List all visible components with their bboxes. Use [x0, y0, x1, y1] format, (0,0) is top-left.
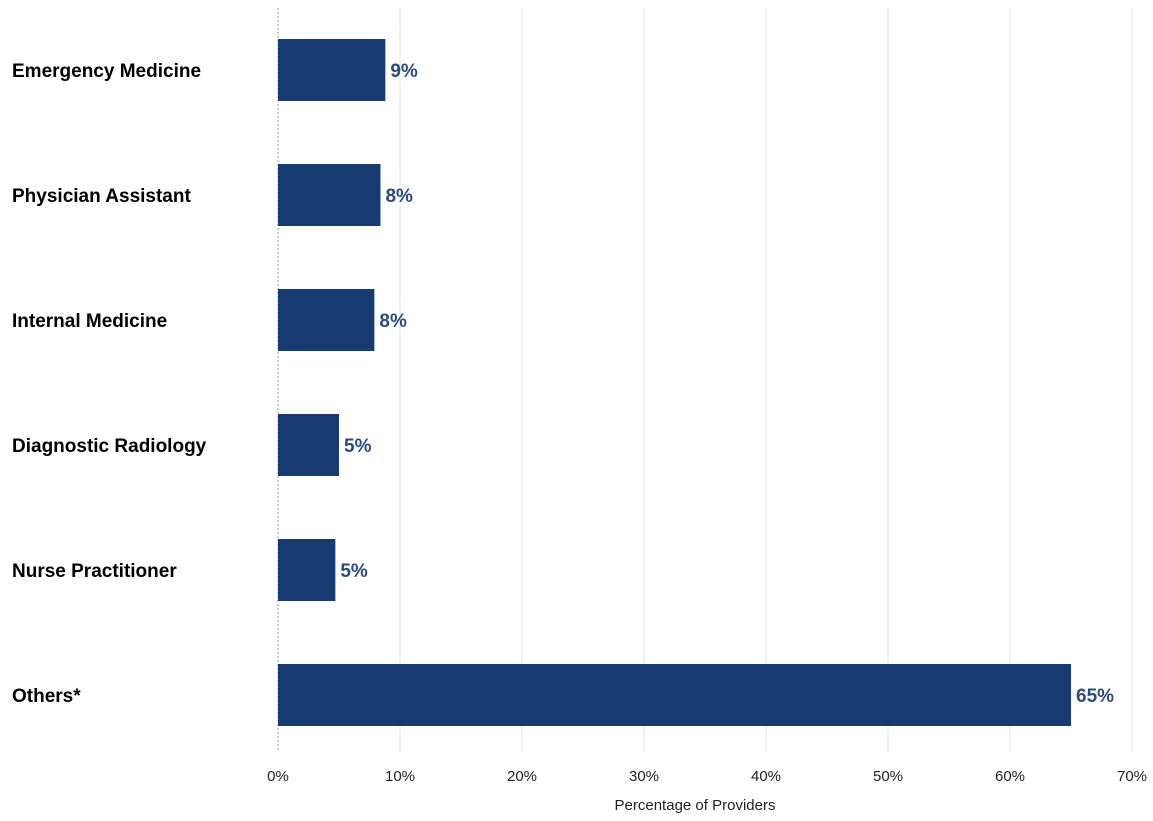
value-label: 8% [379, 311, 407, 332]
x-tick-label: 10% [385, 768, 415, 785]
category-label: Physician Assistant [12, 186, 191, 207]
value-labels: 9% 8% 8% 5% 5% 65% [340, 61, 1114, 707]
category-label: Emergency Medicine [12, 61, 201, 82]
bars [278, 39, 1071, 726]
x-tick-label: 70% [1117, 768, 1147, 785]
category-label: Nurse Practitioner [12, 561, 177, 582]
x-tick-label: 30% [629, 768, 659, 785]
x-tick-label: 50% [873, 768, 903, 785]
category-label: Others* [12, 686, 81, 707]
x-tick-label: 20% [507, 768, 537, 785]
x-tick-label: 60% [995, 768, 1025, 785]
x-tick-label: 0% [267, 768, 289, 785]
bar [278, 664, 1071, 726]
bar [278, 289, 375, 351]
x-axis-title: Percentage of Providers [615, 797, 776, 814]
category-label: Internal Medicine [12, 311, 167, 332]
bar [278, 164, 381, 226]
value-label: 5% [340, 561, 368, 582]
category-label: Diagnostic Radiology [12, 436, 207, 457]
value-label: 5% [344, 436, 372, 457]
x-tick-label: 40% [751, 768, 781, 785]
bar [278, 39, 386, 101]
value-label: 9% [390, 61, 418, 82]
bar [278, 414, 339, 476]
bar [278, 539, 336, 601]
category-labels: Emergency Medicine Physician Assistant Int… [12, 61, 207, 707]
value-label: 8% [385, 186, 413, 207]
value-label: 65% [1076, 686, 1114, 707]
gridlines [277, 8, 1133, 752]
x-tick-labels: 0% 10% 20% 30% 40% 50% 60% 70% [267, 768, 1147, 785]
